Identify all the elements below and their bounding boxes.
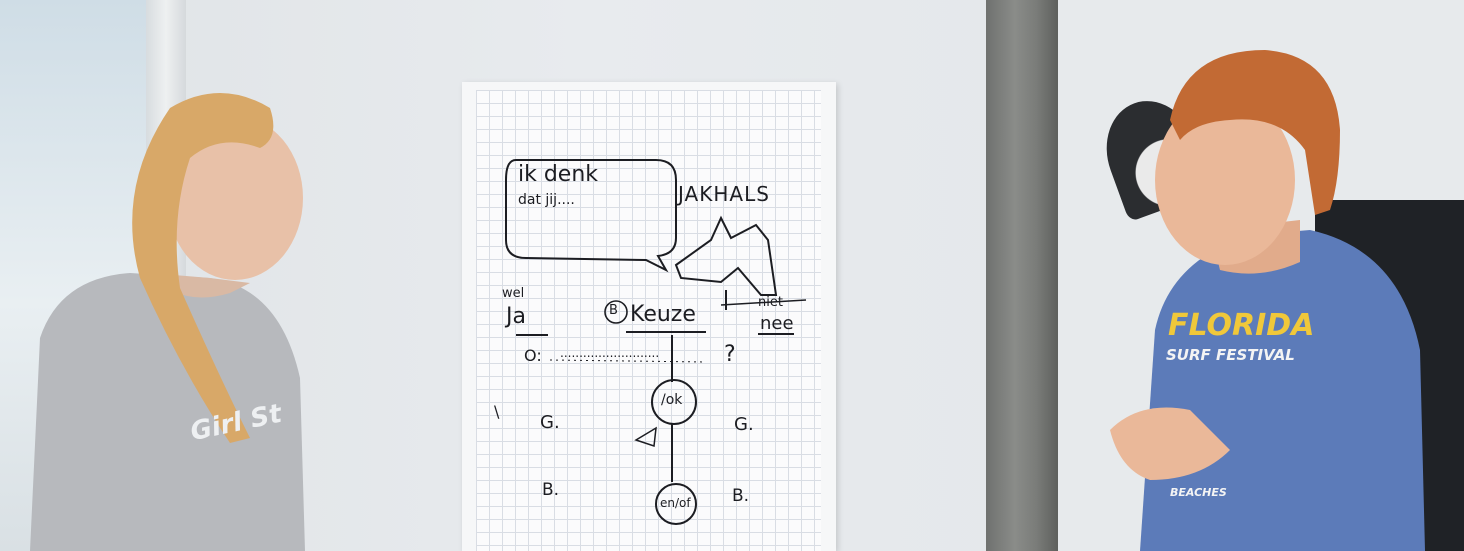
node-2-label: en/of bbox=[660, 496, 691, 510]
right-top-label: niet bbox=[758, 295, 783, 310]
speech-line-2: dat jij.... bbox=[518, 192, 575, 208]
left-top-label: wel bbox=[502, 286, 525, 301]
flipchart-sheet: ik denk dat jij.... JAKHALS wel Ja B Keu… bbox=[476, 90, 821, 551]
tick-mark: \ bbox=[494, 402, 500, 421]
flipchart-drawing bbox=[505, 159, 807, 525]
node-1-label: /ok bbox=[661, 392, 683, 408]
shirt-text-surf-festival: SURF FESTIVAL bbox=[1166, 346, 1295, 364]
right-g-label: G. bbox=[734, 414, 754, 435]
concrete-pillar bbox=[986, 0, 1058, 551]
jackal-title: JAKHALS bbox=[678, 182, 770, 206]
node-circle-1 bbox=[651, 379, 697, 425]
row-o-label: O: bbox=[524, 346, 542, 365]
left-b-label: B. bbox=[542, 480, 560, 500]
left-label: Ja bbox=[506, 304, 526, 329]
man-silhouette bbox=[1110, 50, 1425, 551]
question-mark: ? bbox=[724, 342, 736, 367]
node-circle-2 bbox=[655, 483, 697, 525]
speech-bubble bbox=[505, 159, 677, 273]
man-figure: FLORIDA SURF FESTIVAL BEACHES bbox=[1100, 30, 1440, 551]
jackal-drawing bbox=[674, 215, 778, 296]
woman-figure: Girl St bbox=[20, 78, 320, 551]
right-b-label: B. bbox=[732, 486, 750, 506]
shirt-text-florida: FLORIDA bbox=[1168, 308, 1315, 343]
woman-silhouette bbox=[30, 93, 305, 551]
row-o-dots: .......................... bbox=[560, 346, 660, 360]
left-g-label: G. bbox=[540, 412, 560, 433]
shirt-text-beaches: BEACHES bbox=[1170, 486, 1227, 499]
speech-line-1: ik denk bbox=[518, 162, 599, 187]
center-label: Keuze bbox=[630, 302, 696, 327]
center-circle-label: B bbox=[609, 303, 618, 318]
right-label: nee bbox=[760, 313, 794, 334]
flipchart: ik denk dat jij.... JAKHALS wel Ja B Keu… bbox=[462, 82, 836, 551]
